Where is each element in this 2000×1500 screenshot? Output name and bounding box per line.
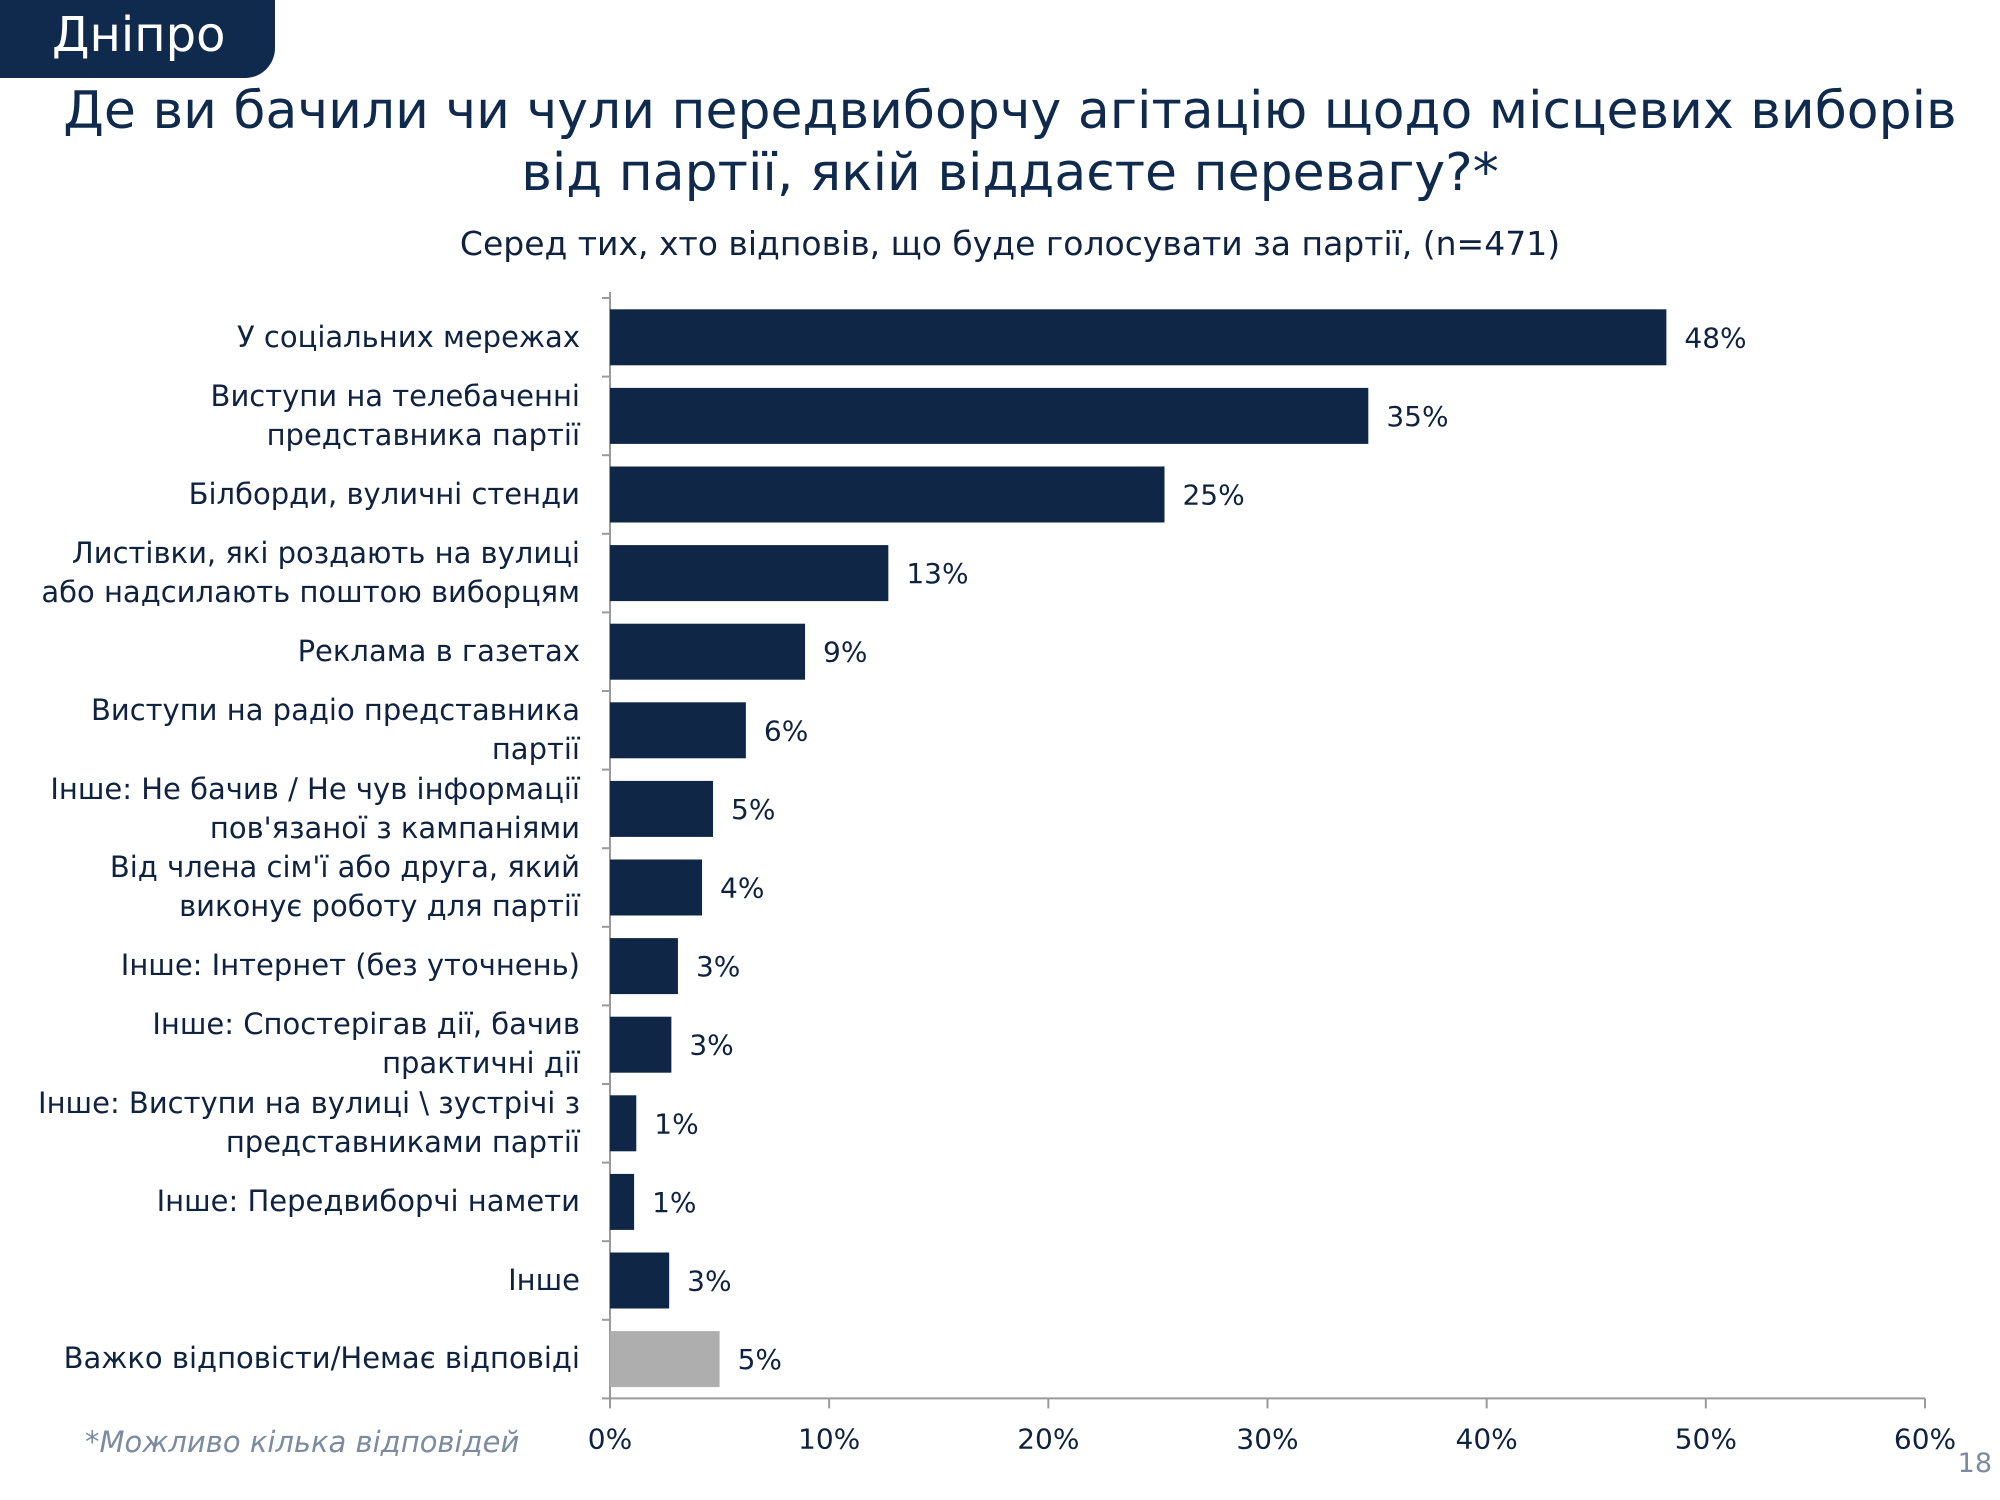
chart-subtitle: Серед тих, хто відповів, що буде голосув…	[459, 224, 1561, 263]
category-label-line: Листівки, які роздають на вулиці	[71, 535, 580, 570]
chart-title: Де ви бачили чи чули передвиборчу агітац…	[63, 81, 1957, 203]
footnote: *Можливо кілька відповідей	[85, 1425, 520, 1459]
bar	[610, 859, 703, 916]
category-label-line: Інше: Не бачив / Не чув інформації	[50, 771, 580, 806]
bar	[610, 1252, 670, 1309]
category-label: Важко відповісти/Немає відповіді	[10, 1320, 580, 1398]
category-label-line: Інше: Спостерігав дії, бачив	[152, 1007, 580, 1042]
category-label-line: або надсилають поштою виборцям	[41, 574, 580, 609]
data-label: 35%	[1386, 400, 1448, 433]
category-label-line: Інше: Інтернет (без уточнень)	[120, 948, 580, 983]
category-label: Листівки, які роздають на вулиці або надс…	[10, 534, 580, 612]
data-label: 6%	[764, 714, 808, 747]
bar	[610, 466, 1165, 523]
data-label: 3%	[689, 1029, 733, 1062]
category-label: Реклама в газетах	[10, 612, 580, 690]
category-label-line: Білборди, вуличні стенди	[188, 476, 580, 511]
data-label: 5%	[738, 1343, 782, 1376]
bar	[610, 1016, 672, 1073]
category-label: Білборди, вуличні стенди	[10, 455, 580, 533]
data-label: 5%	[731, 793, 775, 826]
category-label: Інше: Виступи на вулиці \ зустрічі з пред…	[10, 1084, 580, 1162]
category-label-line: Інше	[508, 1262, 580, 1297]
data-label: 13%	[906, 557, 968, 590]
bar	[610, 1331, 720, 1388]
category-label-line: Виступи на радіо представника	[90, 693, 580, 727]
category-label-line: У соціальних мережах	[237, 319, 580, 354]
category-label: У соціальних мережах	[10, 298, 580, 376]
x-tick-label: 20%	[1017, 1422, 1079, 1455]
category-label-line: пов'язаної з кампаніями	[209, 810, 580, 845]
category-label: Інше: Спостерігав дії, бачив практичні ді…	[10, 1005, 580, 1083]
data-label: 3%	[696, 950, 740, 983]
x-tick-label: 40%	[1456, 1422, 1518, 1455]
data-label: 25%	[1182, 479, 1244, 512]
category-label-line: представника партії	[266, 417, 580, 452]
x-tick-label: 50%	[1675, 1422, 1737, 1455]
category-label: Інше: Передвиборчі намети	[10, 1163, 580, 1241]
category-label-line: партії	[491, 732, 580, 766]
bar	[610, 309, 1667, 366]
category-label: Інше: Інтернет (без уточнень)	[10, 927, 580, 1005]
category-label-line: практичні дії	[382, 1046, 580, 1081]
bar	[610, 387, 1369, 444]
category-label: Інше: Не бачив / Не чув інформації пов'яз…	[10, 770, 580, 848]
category-label: Інше	[10, 1241, 580, 1319]
bar	[610, 780, 714, 837]
data-label: 4%	[720, 872, 764, 905]
bar	[610, 623, 806, 680]
category-label-line: представниками партії	[225, 1125, 580, 1159]
category-label-line: Інше: Виступи на вулиці \ зустрічі з	[38, 1086, 580, 1120]
category-label-line: Реклама в газетах	[297, 633, 580, 668]
category-label-line: Виступи на телебаченні	[210, 378, 580, 413]
bar	[610, 702, 746, 759]
x-tick-label: 60%	[1894, 1422, 1956, 1455]
x-tick-label: 10%	[798, 1422, 860, 1455]
data-label: 1%	[652, 1186, 696, 1219]
data-label: 3%	[687, 1265, 731, 1298]
region-tag: Дніпро	[0, 0, 275, 78]
category-label-line: виконує роботу для партії	[179, 889, 580, 924]
category-label: Виступи на телебаченні представника парті…	[10, 377, 580, 455]
page-number: 18	[1957, 1448, 1992, 1479]
category-label-line: Від члена сім'ї або друга, який	[109, 850, 580, 885]
data-label: 1%	[654, 1107, 698, 1140]
data-label: 9%	[823, 636, 867, 669]
bar	[610, 1095, 637, 1152]
x-tick-label: 30%	[1236, 1422, 1298, 1455]
bar	[610, 545, 889, 602]
x-tick-label: 0%	[588, 1422, 632, 1455]
region-name: Дніпро	[52, 7, 226, 63]
data-label: 48%	[1684, 321, 1746, 354]
category-label-line: Важко відповісти/Немає відповіді	[63, 1341, 580, 1376]
bar	[610, 938, 678, 995]
category-label: Виступи на радіо представника партії	[10, 691, 580, 769]
bar	[610, 1173, 635, 1230]
category-label-line: Інше: Передвиборчі намети	[156, 1184, 580, 1219]
category-label: Від члена сім'ї або друга, який виконує р…	[10, 848, 580, 926]
